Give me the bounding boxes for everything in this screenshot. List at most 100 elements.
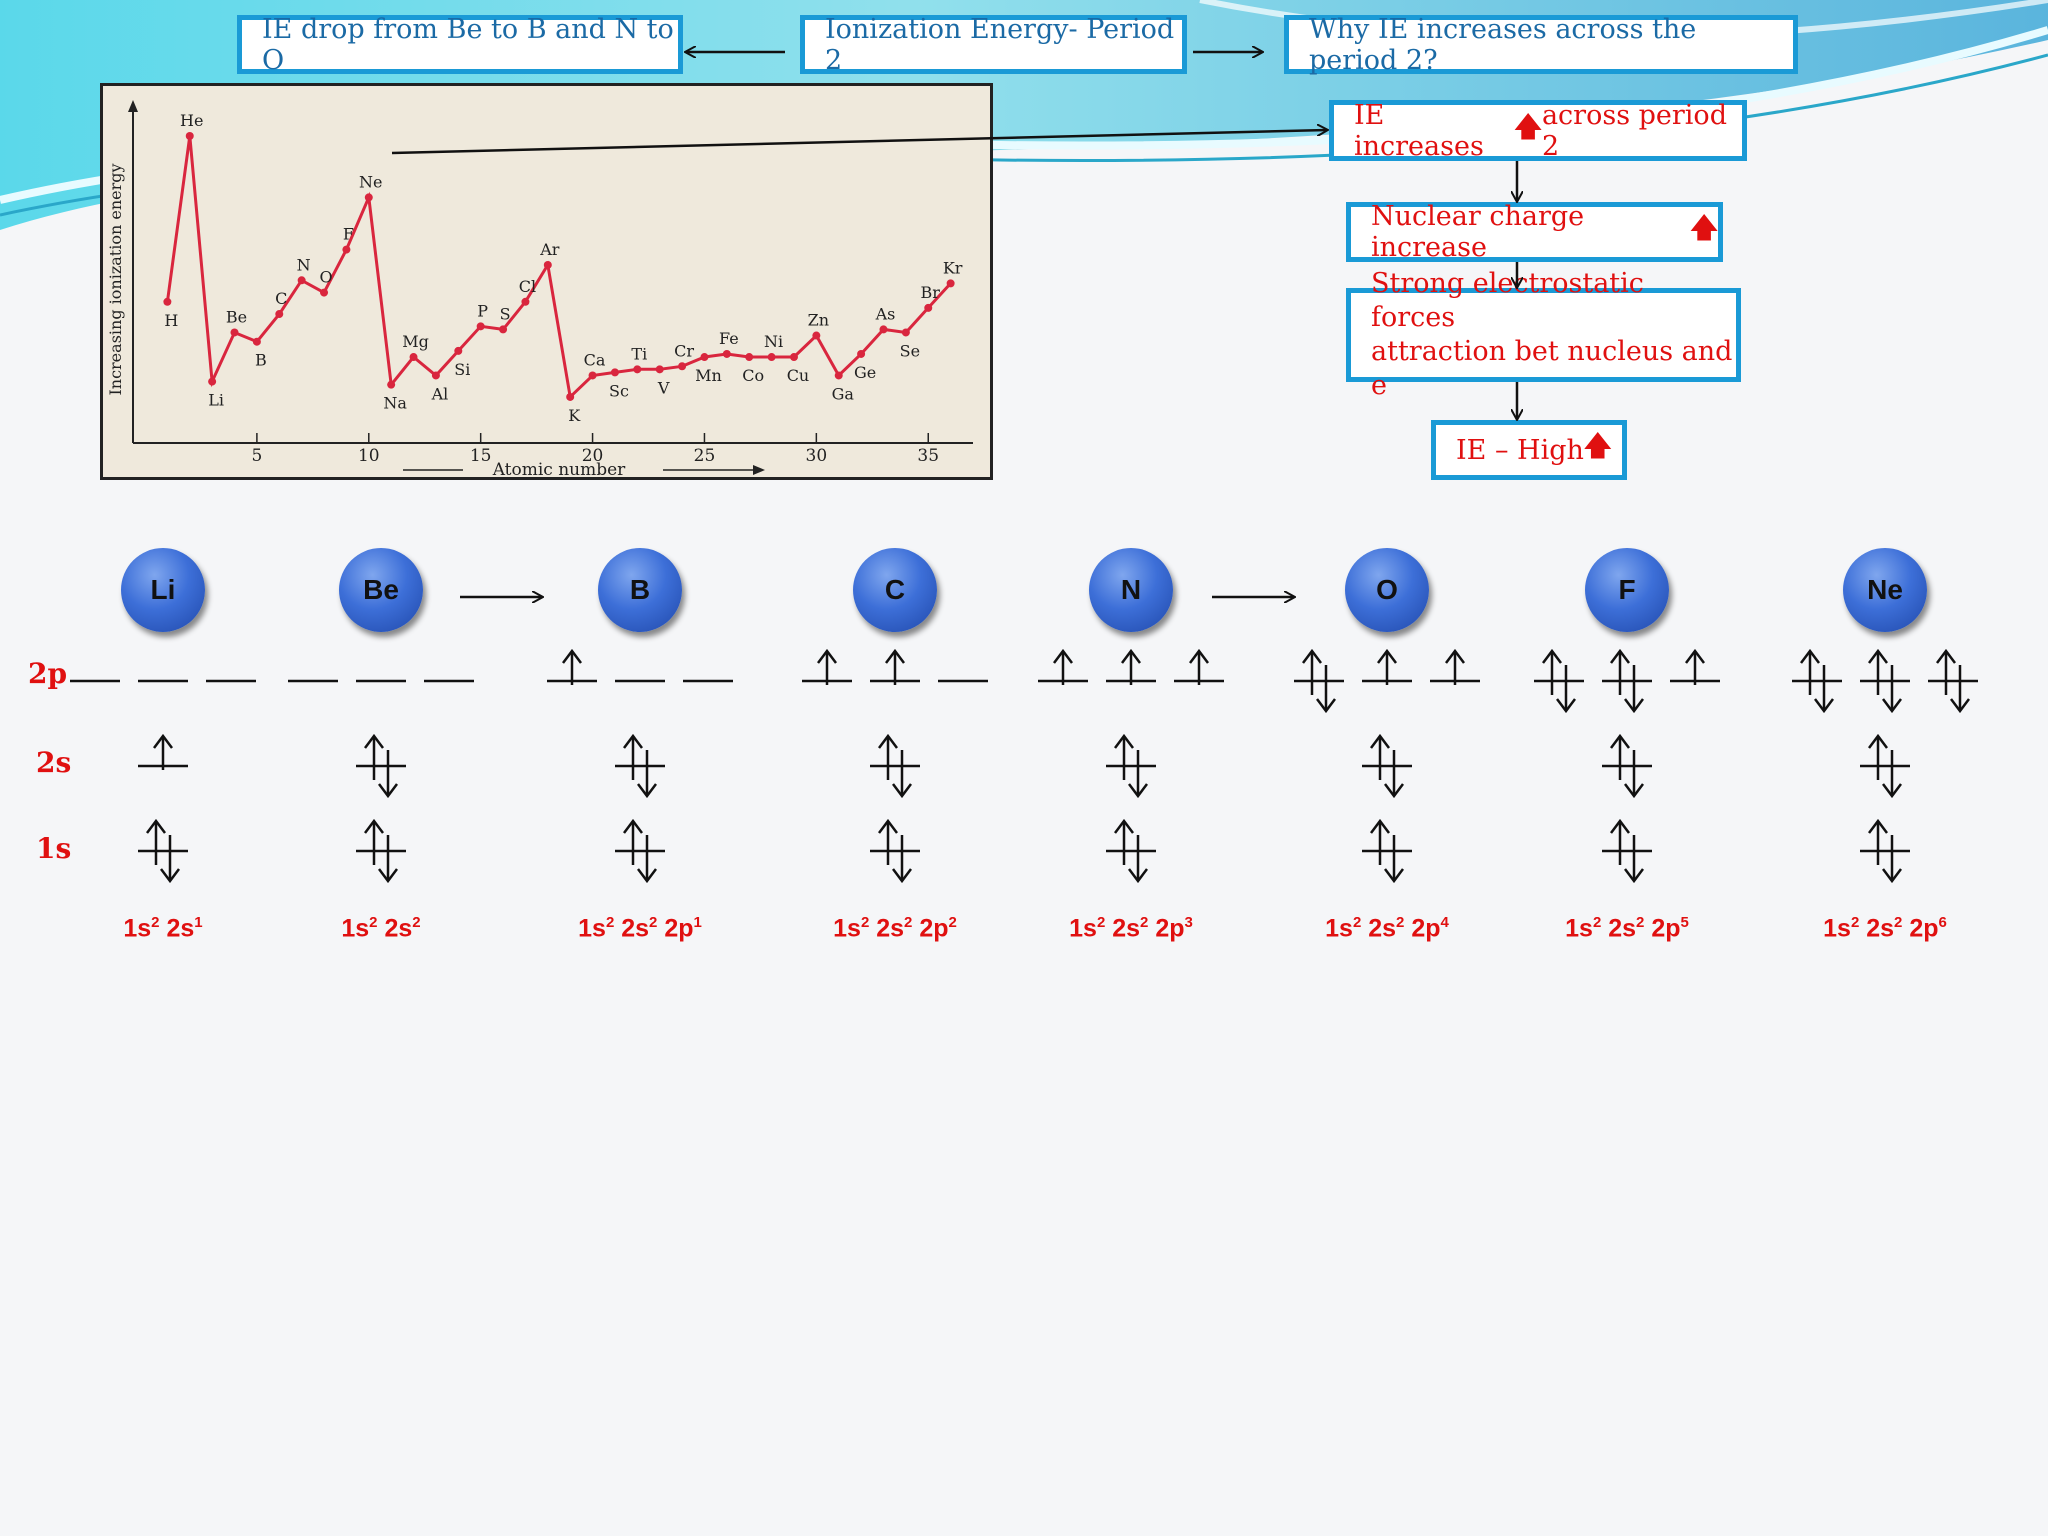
config-count: 2 — [369, 914, 378, 931]
y-axis-label: Increasing ionization energy — [106, 163, 125, 395]
data-point-c — [275, 310, 284, 319]
config-count: 2 — [605, 914, 615, 931]
point-label-f: F — [343, 225, 354, 244]
data-point-he — [185, 132, 194, 140]
down-spin-head — [1128, 868, 1148, 884]
down-spin-head — [1950, 698, 1970, 714]
atom-f: F — [1585, 548, 1669, 632]
down-spin-head — [637, 783, 657, 799]
data-point-ti — [633, 365, 642, 374]
point-label-br: Br — [921, 283, 941, 302]
electron-pair — [623, 733, 657, 799]
config-orbital: 1s — [341, 914, 370, 943]
x-tick-label: 20 — [582, 446, 604, 466]
up-spin-head — [1302, 648, 1322, 664]
config-count: 2 — [904, 914, 913, 931]
electron-pair — [364, 818, 398, 884]
data-point-si — [454, 346, 463, 355]
data-point-sc — [610, 368, 619, 377]
point-label-h: H — [164, 311, 178, 330]
up-spin-head — [1610, 818, 1630, 834]
electron-single — [885, 648, 905, 685]
down-spin-head — [1384, 783, 1404, 799]
config-orbital: 2p — [1148, 914, 1185, 943]
point-label-cl: Cl — [519, 277, 536, 296]
electron-pair — [1868, 733, 1902, 799]
down-spin-head — [1624, 783, 1644, 799]
config-orbital: 2p — [1902, 914, 1939, 943]
atom-ne: Ne — [1843, 548, 1927, 632]
point-label-ti: Ti — [631, 344, 647, 363]
config-orbital: 2s — [1361, 914, 1397, 943]
atom-be: Be — [339, 548, 423, 632]
electron-config-li: 1s2 2s1 — [123, 914, 202, 943]
config-count: 3 — [1184, 914, 1193, 931]
x-tick-label: 15 — [470, 446, 492, 466]
point-label-co: Co — [742, 366, 764, 385]
config-count: 2 — [1894, 914, 1903, 931]
up-spin-head — [1542, 648, 1562, 664]
electron-single — [1053, 648, 1073, 685]
electron-pair — [623, 818, 657, 884]
atom-b: B — [598, 548, 682, 632]
up-spin-head — [623, 818, 643, 834]
config-count: 2 — [1140, 914, 1149, 931]
data-point-f — [342, 245, 351, 254]
config-orbital: 1s — [123, 914, 152, 943]
config-orbital: 1s — [578, 914, 606, 943]
data-point-cr — [678, 362, 687, 371]
up-spin-head — [1370, 818, 1390, 834]
up-spin-head — [1868, 733, 1888, 749]
electron-pair — [146, 818, 180, 884]
up-spin-head — [885, 648, 905, 664]
point-label-s: S — [500, 304, 511, 323]
x-tick-label: 10 — [358, 446, 380, 466]
up-spin-head — [878, 818, 898, 834]
config-orbital: 2p — [657, 914, 694, 943]
flow-step-4-text: IE – High — [1456, 434, 1584, 466]
down-spin-head — [160, 868, 180, 884]
point-label-c: C — [275, 289, 287, 308]
config-orbital: 2s — [869, 914, 905, 943]
ionization-energy-chart: 5 10 15 20 25 30 35 Atomic number Increasing ion… — [100, 83, 993, 480]
point-label-ni: Ni — [764, 332, 783, 351]
point-label-v: V — [657, 378, 670, 397]
config-orbital: 2p — [912, 914, 949, 943]
x-label-arrowhead — [753, 465, 765, 475]
config-count: 2 — [1592, 914, 1602, 931]
point-label-he: He — [180, 111, 203, 130]
point-label-cr: Cr — [674, 341, 694, 360]
point-label-be: Be — [226, 307, 247, 326]
up-spin-head — [1800, 648, 1820, 664]
config-orbital: 2s — [1601, 914, 1637, 943]
up-arrow-icon: 🡅 — [1514, 111, 1542, 143]
data-point-h — [163, 297, 172, 306]
up-spin-head — [1936, 648, 1956, 664]
config-orbital: 1s — [1325, 914, 1353, 943]
electron-single — [562, 648, 582, 685]
ie-drop-box: IE drop from Be to B and N to O — [237, 14, 683, 76]
up-spin-head — [364, 818, 384, 834]
up-spin-head — [623, 733, 643, 749]
up-spin-head — [1121, 648, 1141, 664]
up-spin-head — [146, 818, 166, 834]
level-label-2p: 2p — [28, 657, 68, 690]
data-point-se — [901, 328, 910, 337]
down-spin-head — [1624, 868, 1644, 884]
electron-pair — [878, 733, 912, 799]
config-orbital: 2s — [614, 914, 650, 943]
electron-single — [1121, 648, 1141, 685]
point-label-b: B — [255, 351, 267, 370]
down-spin-head — [1128, 783, 1148, 799]
x-tick-label: 5 — [251, 446, 262, 466]
config-orbital: 1s — [1823, 914, 1851, 943]
electron-config-n: 1s2 2s2 2p3 — [1069, 914, 1193, 943]
x-tick-label: 35 — [917, 446, 939, 466]
data-point-br — [924, 303, 933, 312]
up-spin-head — [1189, 648, 1209, 664]
up-spin-head — [562, 648, 582, 664]
up-arrow-icon: 🡅 — [1690, 213, 1718, 244]
point-label-kr: Kr — [943, 258, 963, 277]
data-point-li — [208, 377, 217, 386]
data-point-b — [252, 337, 261, 346]
